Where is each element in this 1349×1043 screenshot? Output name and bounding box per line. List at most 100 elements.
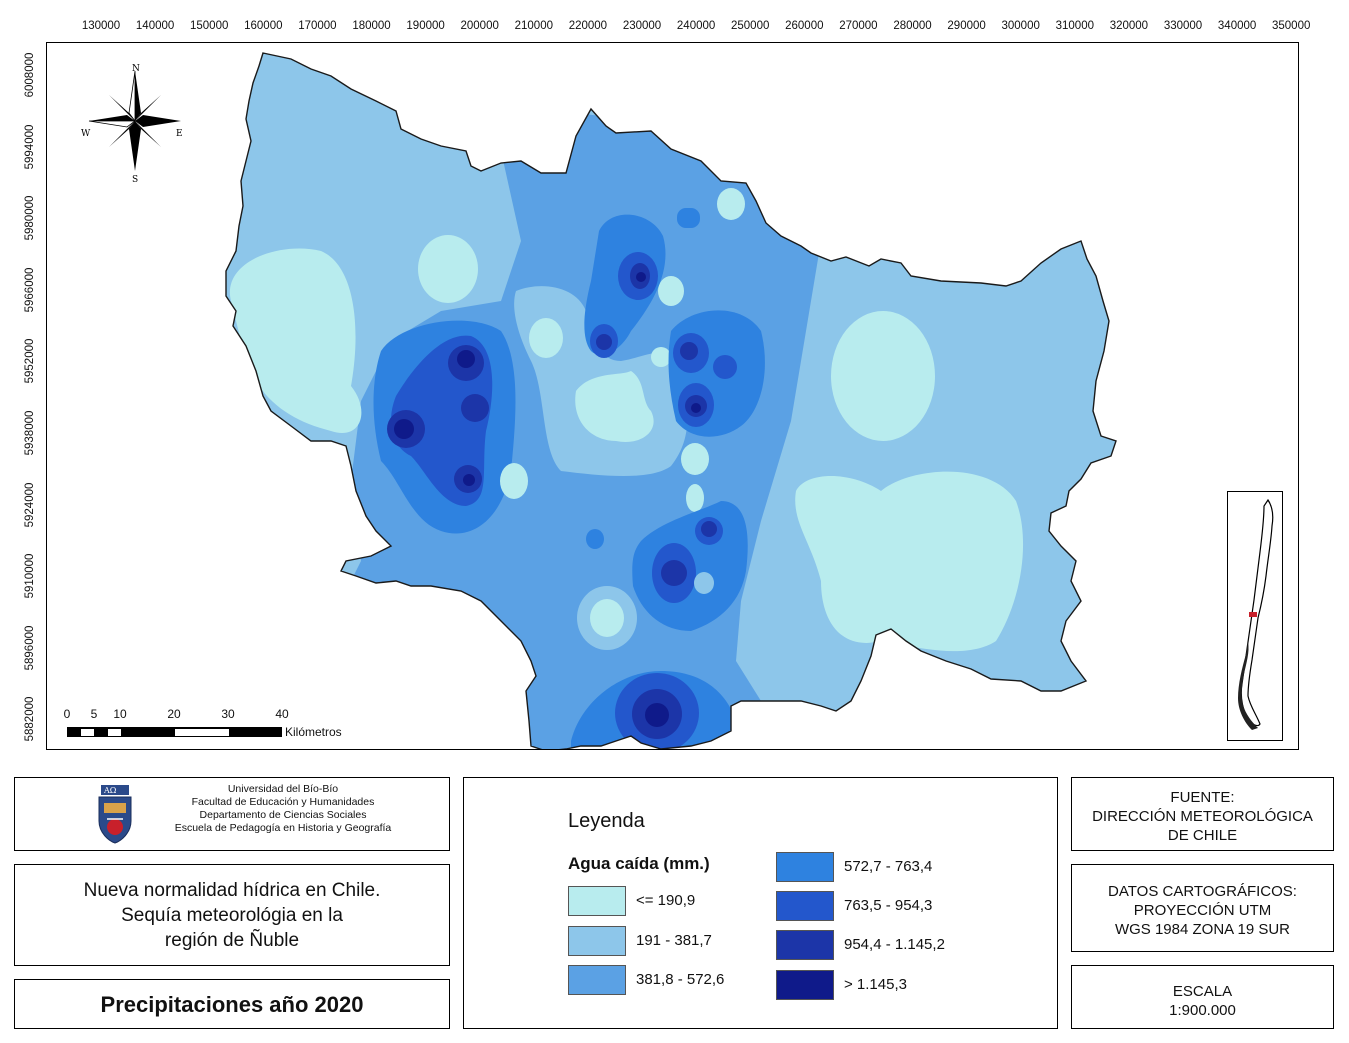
y-tick-label: 5952000	[24, 339, 36, 384]
north-arrow: N S W E	[65, 61, 185, 186]
legend-swatch	[776, 891, 834, 921]
x-tick-label: 130000	[81, 20, 121, 32]
legend-swatch	[776, 852, 834, 882]
zone-c4-south-dot	[586, 529, 604, 549]
y-tick-label: 5882000	[24, 697, 36, 742]
main-title: Precipitaciones año 2020	[100, 992, 364, 1017]
zone-c6-east-1	[680, 342, 698, 360]
title-line: Nueva normalidad hídrica en Chile.	[83, 880, 381, 901]
x-tick-label: 280000	[893, 20, 932, 32]
west-label: W	[81, 129, 91, 139]
x-tick-label: 190000	[406, 20, 445, 32]
title-line: región de Ñuble	[164, 930, 300, 951]
x-tick-label: 270000	[839, 20, 878, 32]
cartographic-line: DATOS CARTOGRÁFICOS:	[1108, 883, 1297, 900]
zone-c1-south-light	[590, 599, 624, 637]
x-tick-label: 170000	[298, 20, 337, 32]
zone-c6-north-2	[596, 334, 612, 350]
zone-c4-north-3	[677, 208, 700, 228]
scale-line: 1:900.000	[1169, 1002, 1236, 1019]
institution-text: Universidad del Bío-Bío Facultad de Educ…	[133, 783, 433, 835]
x-tick-label: 330000	[1163, 20, 1203, 32]
x-tick-label: 150000	[190, 20, 229, 32]
institution-box: ΑΩ Universidad del Bío-Bío Facultad de E…	[14, 777, 450, 851]
legend-label: > 1.145,3	[844, 976, 907, 993]
south-label: S	[132, 175, 138, 185]
legend-label: 572,7 - 763,4	[844, 858, 933, 875]
x-tick-label: 220000	[568, 20, 608, 32]
y-tick-label: 5938000	[24, 410, 36, 456]
zone-c7-north-1	[636, 272, 646, 282]
chile-silhouette-icon	[1238, 498, 1274, 730]
map-frame: N S W E 0 5 10 20 30 40 Kilómetros	[46, 42, 1299, 750]
source-line: DIRECCIÓN METEOROLÓGICA	[1092, 808, 1313, 825]
scale-bar-unit: Kilómetros	[285, 725, 342, 739]
zone-c1-central-3	[651, 347, 671, 367]
x-tick-label: 310000	[1055, 20, 1094, 32]
zone-c1-central-6	[681, 443, 709, 475]
legend-box: Leyenda Agua caída (mm.) <= 190,9 191 - 3…	[463, 777, 1058, 1029]
zone-c6-west-3	[461, 394, 489, 422]
zone-c6-south-2	[701, 521, 717, 537]
x-tick-label: 240000	[676, 20, 716, 32]
x-tick-label: 350000	[1272, 20, 1311, 32]
zone-c1-east-1	[831, 311, 935, 441]
y-tick-label: 5896000	[24, 625, 36, 671]
scale-bar-tick-label: 30	[221, 707, 235, 721]
x-tick-label: 210000	[514, 20, 553, 32]
x-tick-label: 230000	[622, 20, 662, 32]
zone-c1-west	[229, 248, 362, 433]
y-tick-label: 5966000	[24, 267, 36, 313]
zone-c7-west-3	[463, 474, 475, 486]
scale-bar: 0 5 10 20 30 40 Kilómetros	[63, 705, 363, 745]
zone-c1-central-7	[686, 484, 704, 512]
legend-label: 191 - 381,7	[636, 932, 712, 949]
precipitation-map	[225, 52, 1117, 749]
scale-bar-track	[67, 727, 282, 737]
institution-line: Departamento de Ciencias Sociales	[199, 809, 367, 821]
scale-box: ESCALA 1:900.000	[1071, 965, 1334, 1029]
zone-c1-central-2	[529, 318, 563, 358]
cartographic-box: DATOS CARTOGRÁFICOS: PROYECCIÓN UTM WGS …	[1071, 864, 1334, 952]
x-tick-label: 290000	[947, 20, 986, 32]
scale-bar-tick-label: 10	[113, 707, 127, 721]
x-tick-label: 340000	[1217, 20, 1257, 32]
chile-inset-map	[1227, 491, 1283, 741]
zone-c2-south-1	[694, 572, 714, 594]
x-tick-label: 320000	[1109, 20, 1149, 32]
legend-label: 763,5 - 954,3	[844, 897, 933, 914]
zone-c1-central	[575, 371, 654, 442]
y-tick-label: 5910000	[24, 553, 36, 599]
institution-line: Escuela de Pedagogía en Historia y Geogr…	[174, 822, 392, 834]
scale-bar-tick-label: 40	[275, 707, 289, 721]
legend-label: 381,8 - 572,6	[636, 971, 725, 988]
y-tick-label: 5980000	[24, 195, 36, 241]
scale-bar-tick-label: 20	[167, 707, 181, 721]
zone-c5-east-3	[713, 355, 737, 379]
x-tick-label: 160000	[244, 20, 283, 32]
zone-c7-far-south	[645, 703, 669, 727]
legend-label: 954,4 - 1.145,2	[844, 936, 945, 953]
legend-swatch	[776, 930, 834, 960]
legend-label: <= 190,9	[636, 892, 696, 909]
source-box: FUENTE: DIRECCIÓN METEOROLÓGICA DE CHILE	[1071, 777, 1334, 851]
x-tick-label: 260000	[785, 20, 824, 32]
institution-line: Facultad de Educación y Humanidades	[191, 796, 375, 808]
x-tick-label: 250000	[731, 20, 770, 32]
university-shield-icon: ΑΩ	[98, 785, 132, 844]
source-line: FUENTE:	[1170, 789, 1235, 806]
compass-rose-icon: N S W E	[81, 64, 183, 185]
x-tick-label: 180000	[352, 20, 391, 32]
y-tick-label: 5994000	[24, 124, 36, 169]
region-outline	[225, 52, 1117, 749]
zone-c1-central-5	[500, 463, 528, 499]
zone-c1-northeast	[717, 188, 745, 220]
institution-line: Universidad del Bío-Bío	[227, 783, 339, 795]
y-tick-label: 5924000	[24, 482, 36, 527]
x-tick-label: 200000	[460, 20, 499, 32]
legend-swatch	[776, 970, 834, 1000]
source-line: DE CHILE	[1167, 827, 1238, 844]
nuble-region-marker	[1249, 612, 1257, 617]
zone-c7-west-1	[457, 350, 475, 368]
zone-c7-west-2	[394, 419, 414, 439]
